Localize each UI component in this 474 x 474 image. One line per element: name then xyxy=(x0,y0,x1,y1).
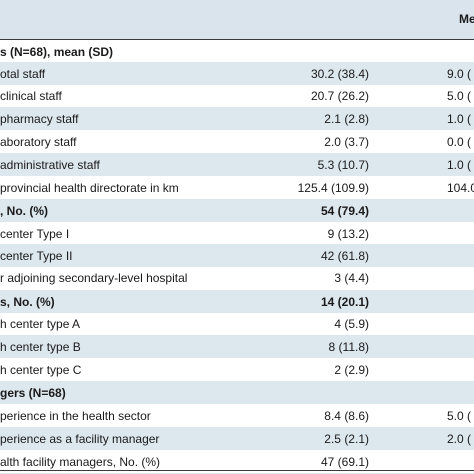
section-label: gers (N=68) xyxy=(0,386,66,400)
table-row: center Type I 9 (13.2) xyxy=(0,222,474,245)
value-cell-col1: 4 (5.9) xyxy=(334,317,369,331)
value-cell-col2: 2.0 ( xyxy=(447,432,472,446)
value-cell-col2: 5.0 ( xyxy=(447,89,472,103)
value-cell-col1: 2.5 (2.1) xyxy=(324,432,369,446)
table-row: administrative staff 5.3 (10.7) 1.0 ( xyxy=(0,153,474,176)
table-row: otal staff 30.2 (38.4) 9.0 ( xyxy=(0,62,474,85)
row-label: h center type A xyxy=(0,317,81,331)
section-row: s (N=68), mean (SD) xyxy=(0,40,474,63)
value-cell-col1: 42 (61.8) xyxy=(320,249,369,263)
row-label: center Type II xyxy=(0,249,73,263)
row-label: alth facility managers, No. (%) xyxy=(0,455,161,469)
value-cell-col1: 14 (20.1) xyxy=(320,295,369,309)
value-cell-col1: 9 (13.2) xyxy=(327,227,369,241)
value-cell-col1: 30.2 (38.4) xyxy=(310,67,369,81)
header-rule xyxy=(0,39,474,40)
value-cell-col2: 0.0 ( xyxy=(447,135,472,149)
row-label: otal staff xyxy=(0,67,46,81)
row-label: administrative staff xyxy=(0,158,100,172)
value-cell-col1: 125.4 (109.9) xyxy=(297,181,369,195)
value-cell-col2: 9.0 ( xyxy=(447,67,472,81)
value-cell-col2: 5.0 ( xyxy=(447,409,472,423)
value-cell-col1: 8.4 (8.6) xyxy=(324,409,369,423)
table-row: pharmacy staff 2.1 (2.8) 1.0 ( xyxy=(0,107,474,130)
value-cell-col1: 5.3 (10.7) xyxy=(317,158,369,172)
value-cell-col1: 2.1 (2.8) xyxy=(324,112,369,126)
row-label: center Type I xyxy=(0,227,70,241)
table-row: perience as a facility manager 2.5 (2.1) 2… xyxy=(0,427,474,450)
value-cell-col2: 1.0 ( xyxy=(447,158,472,172)
bottom-rule xyxy=(0,470,474,471)
table-row: h center type A 4 (5.9) xyxy=(0,312,474,335)
section-row: s, No. (%) 14 (20.1) xyxy=(0,290,474,313)
column-header-median: Me xyxy=(459,12,474,26)
row-label: pharmacy staff xyxy=(0,112,79,126)
row-label: h center type C xyxy=(0,363,82,377)
value-cell-col1: 2.0 (3.7) xyxy=(324,135,369,149)
table-row: center Type II 42 (61.8) xyxy=(0,244,474,267)
table-row: provincial health directorate in km 125.4… xyxy=(0,176,474,199)
section-row: , No. (%) 54 (79.4) xyxy=(0,199,474,222)
table-row: aboratory staff 2.0 (3.7) 0.0 ( xyxy=(0,130,474,153)
section-label: s, No. (%) xyxy=(0,295,55,309)
table-row: perience in the health sector 8.4 (8.6) 5.… xyxy=(0,404,474,427)
table-header: Me xyxy=(0,0,474,39)
row-label: clinical staff xyxy=(0,89,62,103)
value-cell-col1: 54 (79.4) xyxy=(320,204,369,218)
value-cell-col1: 8 (11.8) xyxy=(328,340,369,354)
row-label: r adjoining secondary-level hospital xyxy=(0,271,188,285)
row-label: h center type B xyxy=(0,340,81,354)
section-label: , No. (%) xyxy=(0,204,48,218)
table-row: h center type B 8 (11.8) xyxy=(0,335,474,358)
value-cell-col2: 1.0 ( xyxy=(447,112,472,126)
value-cell-col1: 3 (4.4) xyxy=(334,271,369,285)
row-label: provincial health directorate in km xyxy=(0,181,179,195)
row-label: aboratory staff xyxy=(0,135,77,149)
row-label: perience as a facility manager xyxy=(0,432,160,446)
value-cell-col1: 20.7 (26.2) xyxy=(310,89,369,103)
section-row: gers (N=68) xyxy=(0,381,474,404)
row-label: perience in the health sector xyxy=(0,409,151,423)
table-row: r adjoining secondary-level hospital 3 (4… xyxy=(0,266,474,289)
value-cell-col1: 47 (69.1) xyxy=(320,455,369,469)
table-row: h center type C 2 (2.9) xyxy=(0,358,474,381)
table-row: clinical staff 20.7 (26.2) 5.0 ( xyxy=(0,84,474,107)
value-cell-col1: 2 (2.9) xyxy=(334,363,369,377)
table-row: alth facility managers, No. (%) 47 (69.1) xyxy=(0,450,474,473)
section-label: s (N=68), mean (SD) xyxy=(0,45,114,59)
value-cell-col2: 104.0 ( xyxy=(447,181,474,195)
